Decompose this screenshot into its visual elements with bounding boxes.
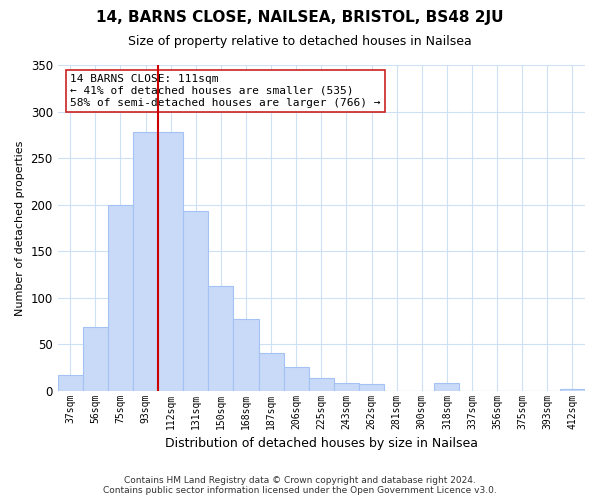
Bar [83, 328, 108, 390]
Bar [434, 383, 460, 390]
Bar [560, 389, 585, 390]
Bar [208, 286, 233, 391]
Text: 14 BARNS CLOSE: 111sqm
← 41% of detached houses are smaller (535)
58% of semi-de: 14 BARNS CLOSE: 111sqm ← 41% of detached… [70, 74, 381, 108]
Bar [359, 384, 384, 390]
Bar [158, 132, 183, 390]
Bar [259, 354, 284, 391]
Bar [233, 319, 259, 390]
Bar [334, 383, 359, 390]
Text: Size of property relative to detached houses in Nailsea: Size of property relative to detached ho… [128, 35, 472, 48]
Bar [309, 378, 334, 390]
Text: Contains HM Land Registry data © Crown copyright and database right 2024.
Contai: Contains HM Land Registry data © Crown c… [103, 476, 497, 495]
Bar [58, 375, 83, 390]
Y-axis label: Number of detached properties: Number of detached properties [15, 140, 25, 316]
X-axis label: Distribution of detached houses by size in Nailsea: Distribution of detached houses by size … [165, 437, 478, 450]
Bar [108, 204, 133, 390]
Bar [133, 132, 158, 390]
Bar [284, 368, 309, 390]
Text: 14, BARNS CLOSE, NAILSEA, BRISTOL, BS48 2JU: 14, BARNS CLOSE, NAILSEA, BRISTOL, BS48 … [96, 10, 504, 25]
Bar [183, 211, 208, 390]
